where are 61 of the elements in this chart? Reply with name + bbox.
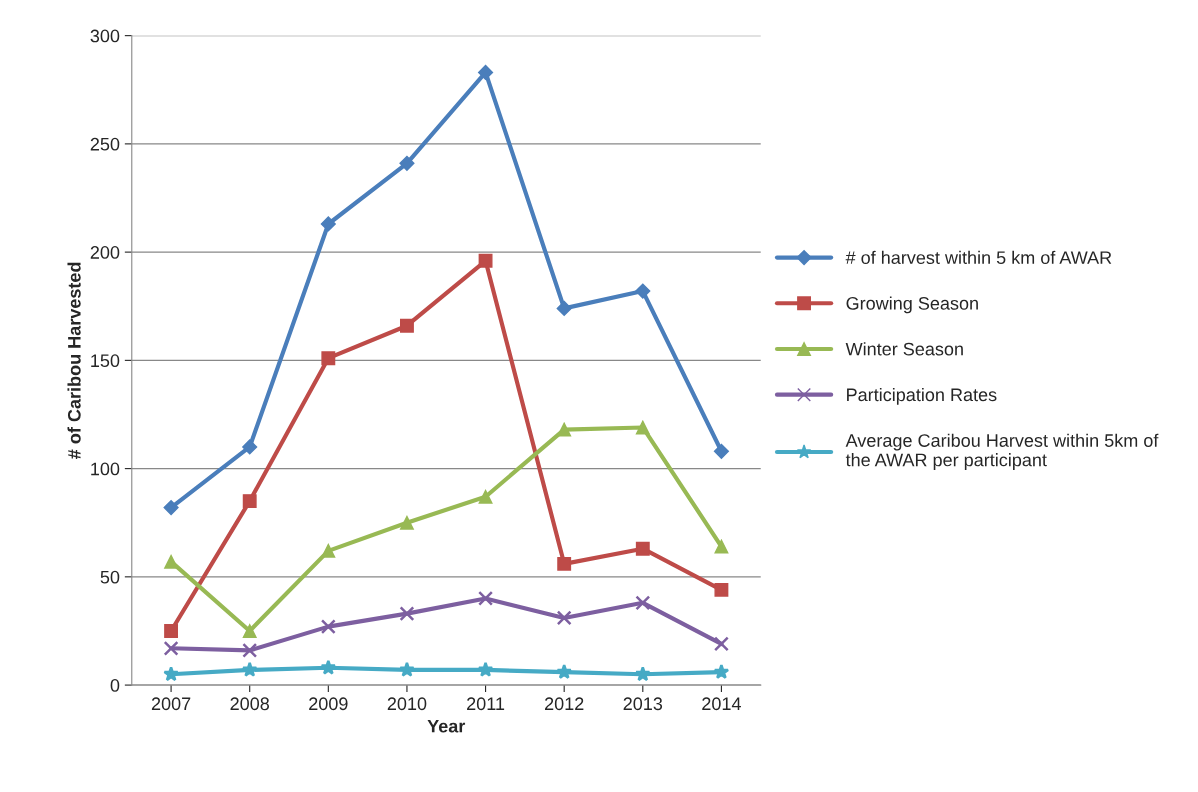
point <box>321 543 336 558</box>
point <box>713 636 729 652</box>
legend-label: Growing Season <box>846 296 978 314</box>
point <box>242 439 258 455</box>
point <box>556 300 572 316</box>
x-tick-label: 2014 <box>702 697 741 711</box>
point <box>321 351 336 366</box>
point <box>320 216 336 232</box>
point <box>634 666 651 682</box>
y-axis-title: # of Caribou Harvested <box>67 262 81 459</box>
x-tick-label: 2012 <box>545 697 584 711</box>
point <box>556 663 573 679</box>
point <box>557 422 572 437</box>
point <box>242 642 258 658</box>
legend-label: Winter Season <box>845 342 963 356</box>
point <box>399 155 415 171</box>
y-tick-label: 200 <box>90 246 120 259</box>
x-tick-label: 2011 <box>467 697 505 711</box>
point <box>399 661 415 677</box>
point <box>714 582 729 597</box>
point <box>477 64 494 81</box>
point <box>163 666 179 682</box>
legend-label: # of harvest within 5 km of AWAR <box>845 250 1112 265</box>
y-tick-label: 150 <box>91 354 120 368</box>
point <box>399 606 415 622</box>
x-tick-label: 2009 <box>309 697 348 711</box>
point <box>163 499 179 516</box>
legend-label: Average Caribou Harvest within 5km of the AWAR per participant <box>845 433 1159 470</box>
point <box>478 590 494 606</box>
point <box>478 489 493 504</box>
point <box>635 283 651 299</box>
point <box>635 420 650 435</box>
point <box>320 659 337 675</box>
point <box>556 610 572 626</box>
point <box>242 494 257 509</box>
point <box>400 515 414 530</box>
x-tick-label: 2013 <box>623 697 663 711</box>
point <box>320 619 336 635</box>
point <box>477 661 494 677</box>
point <box>635 541 650 556</box>
point <box>713 663 730 679</box>
y-tick-label: 50 <box>100 570 120 584</box>
point <box>635 595 651 611</box>
y-tick-label: 100 <box>91 462 120 476</box>
point <box>557 556 572 571</box>
point <box>400 318 414 333</box>
y-tick-label: 300 <box>90 29 120 43</box>
point <box>164 624 179 638</box>
point <box>478 253 493 268</box>
legend-label: Participation Rates <box>847 387 997 405</box>
y-tick-label: 250 <box>90 137 120 151</box>
point <box>713 443 729 459</box>
x-tick-label: 2010 <box>387 697 427 711</box>
y-tick-label: 0 <box>110 679 120 692</box>
x-tick-label: 2008 <box>230 697 270 711</box>
point <box>163 640 179 656</box>
point <box>714 539 729 554</box>
point <box>241 661 258 677</box>
x-tick-label: 2007 <box>151 697 191 711</box>
point <box>242 624 257 638</box>
x-axis-title: Year <box>427 719 466 733</box>
